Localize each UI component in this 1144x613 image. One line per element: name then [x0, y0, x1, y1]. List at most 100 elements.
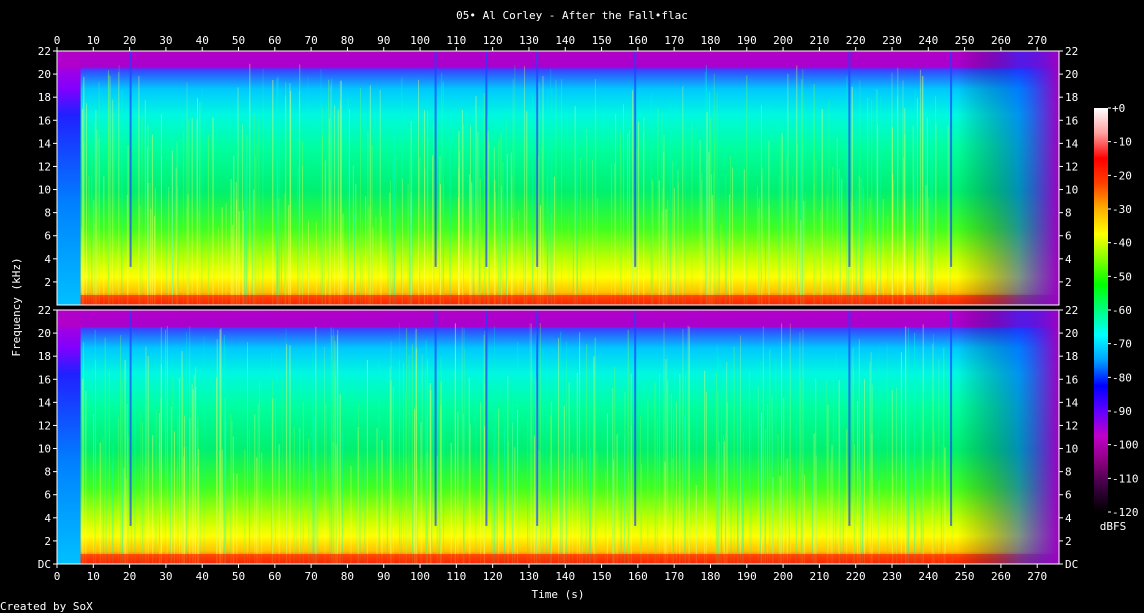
transient-streak: [225, 202, 227, 305]
transient-streak: [715, 372, 717, 564]
transient-streak: [243, 214, 245, 305]
colorbar-tick-label: -10: [1112, 136, 1132, 149]
transient-streak: [461, 327, 463, 564]
transient-streak: [636, 93, 638, 305]
transient-streak: [871, 100, 873, 305]
x-tick-label-bottom: 130: [519, 570, 539, 583]
transient-streak: [514, 65, 516, 305]
x-tick-label-top: 270: [1027, 34, 1047, 47]
y-tick-label-right: 6: [1065, 489, 1072, 502]
transient-streak: [684, 415, 686, 564]
transient-streak: [672, 398, 674, 564]
x-tick-label-bottom: 80: [341, 570, 354, 583]
x-tick-label-top: 20: [123, 34, 136, 47]
transient-streak: [276, 156, 278, 305]
transient-streak: [841, 178, 843, 305]
transient-streak: [462, 452, 464, 564]
transient-streak: [760, 218, 762, 305]
x-tick-label-top: 250: [955, 34, 975, 47]
transient-streak: [852, 206, 854, 305]
transient-streak: [112, 445, 114, 564]
transient-streak: [905, 326, 907, 564]
transient-streak: [411, 344, 413, 564]
transient-streak: [296, 445, 298, 564]
transient-streak: [768, 105, 770, 306]
transient-streak: [904, 134, 906, 305]
transient-streak: [906, 209, 908, 305]
transient-streak: [256, 143, 258, 305]
transient-streak: [278, 444, 280, 564]
transient-streak: [561, 78, 563, 306]
transient-streak: [458, 167, 460, 305]
transient-streak: [212, 117, 214, 305]
transient-streak: [261, 452, 263, 564]
transient-streak: [415, 349, 417, 564]
transient-streak: [717, 389, 719, 564]
transient-streak: [353, 213, 355, 305]
transient-streak: [523, 89, 525, 306]
transient-streak: [189, 326, 191, 564]
transient-streak: [231, 421, 233, 564]
transient-streak: [197, 466, 199, 564]
transient-streak: [813, 84, 815, 305]
x-axis-label: Time (s): [532, 588, 585, 601]
colorbar-tick-label: -50: [1112, 270, 1132, 283]
transient-streak: [315, 326, 317, 564]
transient-streak: [507, 376, 509, 564]
transient-streak: [762, 168, 764, 305]
transient-streak: [914, 90, 916, 305]
transient-streak: [225, 345, 227, 564]
transient-streak: [558, 338, 560, 564]
transient-streak: [933, 431, 935, 564]
transient-streak: [718, 474, 720, 564]
transient-streak: [594, 337, 596, 564]
transient-streak: [325, 159, 327, 305]
x-tick-label-bottom: 60: [268, 570, 281, 583]
transient-streak: [640, 480, 642, 564]
transient-streak: [398, 323, 400, 564]
transient-streak: [725, 212, 727, 305]
transient-streak: [900, 351, 902, 564]
transient-streak: [869, 361, 871, 564]
transient-streak: [709, 91, 710, 305]
transient-streak: [706, 112, 708, 305]
transient-streak: [914, 332, 916, 564]
transient-streak: [176, 142, 178, 305]
transient-streak: [443, 181, 445, 305]
transient-streak: [746, 75, 748, 305]
x-tick-label-bottom: 150: [592, 570, 612, 583]
transient-streak: [471, 182, 473, 305]
transient-streak: [658, 180, 660, 305]
transient-streak: [484, 330, 486, 564]
transient-streak: [869, 198, 871, 305]
transient-streak: [596, 451, 598, 564]
transient-streak: [669, 98, 671, 305]
transient-streak: [768, 204, 770, 305]
transient-streak: [231, 225, 233, 305]
transient-streak: [349, 109, 350, 306]
transient-streak: [334, 105, 336, 305]
transient-streak: [944, 447, 946, 564]
transient-streak: [141, 116, 143, 305]
transient-streak: [673, 410, 674, 564]
transient-streak: [938, 358, 940, 564]
transient-streak: [402, 178, 403, 305]
transient-streak: [796, 209, 798, 305]
transient-streak: [95, 206, 97, 305]
transient-streak: [186, 332, 188, 564]
intro-section: [57, 51, 81, 305]
x-tick-label-top: 240: [918, 34, 938, 47]
transient-streak: [458, 131, 460, 305]
transient-streak: [128, 437, 130, 564]
transient-streak: [93, 199, 95, 305]
transient-streak: [334, 340, 336, 564]
transient-streak: [781, 323, 783, 564]
x-tick-label-top: 50: [232, 34, 245, 47]
transient-streak: [891, 127, 893, 305]
transient-streak: [288, 205, 290, 305]
transient-streak: [308, 438, 310, 564]
transient-streak: [355, 183, 357, 305]
transient-streak: [705, 391, 707, 564]
transient-streak: [903, 157, 905, 305]
transient-streak: [440, 356, 442, 564]
